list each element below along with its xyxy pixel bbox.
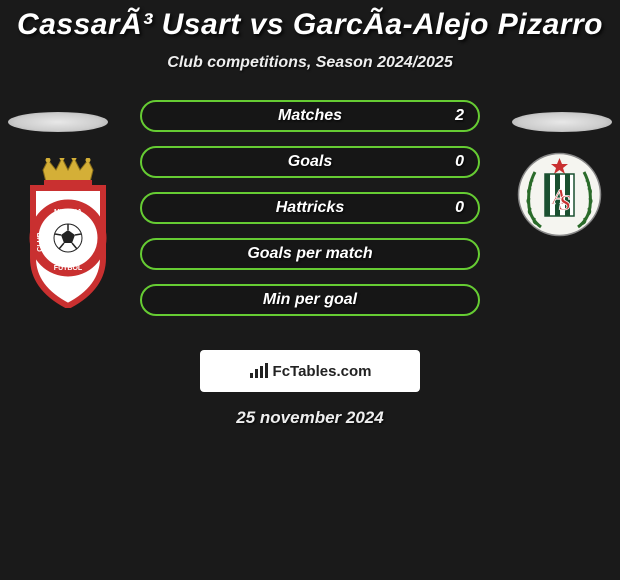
- bar-chart-icon: [249, 363, 269, 379]
- brand-badge[interactable]: FcTables.com: [200, 350, 420, 392]
- svg-text:MURCIA: MURCIA: [54, 209, 82, 216]
- club-crest-left: MURCIA FUTBOL CLUB: [18, 158, 118, 308]
- stat-row-min-per-goal: Min per goal: [140, 284, 480, 316]
- player-shadow-left: [8, 112, 108, 132]
- date-text: 25 november 2024: [0, 408, 620, 428]
- stat-label: Min per goal: [263, 291, 357, 309]
- stat-row-matches: Matches 2: [140, 100, 480, 132]
- stat-value: 2: [455, 107, 464, 125]
- svg-text:CLUB: CLUB: [37, 232, 44, 251]
- club-crest-right: A S: [517, 152, 602, 237]
- comparison-card: CassarÃ³ Usart vs GarcÃ­a-Alejo Pizarro …: [0, 0, 620, 428]
- stat-row-goals: Goals 0: [140, 146, 480, 178]
- brand-text: FcTables.com: [273, 363, 372, 380]
- svg-text:FUTBOL: FUTBOL: [54, 265, 83, 272]
- stat-value: 0: [455, 199, 464, 217]
- stats-list: Matches 2 Goals 0 Hattricks 0 Goals per …: [140, 100, 480, 330]
- subtitle: Club competitions, Season 2024/2025: [0, 54, 620, 72]
- stat-row-goals-per-match: Goals per match: [140, 238, 480, 270]
- page-title: CassarÃ³ Usart vs GarcÃ­a-Alejo Pizarro: [0, 8, 620, 42]
- stat-label: Goals per match: [247, 245, 372, 263]
- stat-label: Goals: [288, 153, 332, 171]
- stat-value: 0: [455, 153, 464, 171]
- stat-row-hattricks: Hattricks 0: [140, 192, 480, 224]
- player-shadow-right: [512, 112, 612, 132]
- main-area: MURCIA FUTBOL CLUB: [0, 100, 620, 340]
- stat-label: Matches: [278, 107, 342, 125]
- svg-text:S: S: [559, 190, 571, 215]
- stat-label: Hattricks: [276, 199, 344, 217]
